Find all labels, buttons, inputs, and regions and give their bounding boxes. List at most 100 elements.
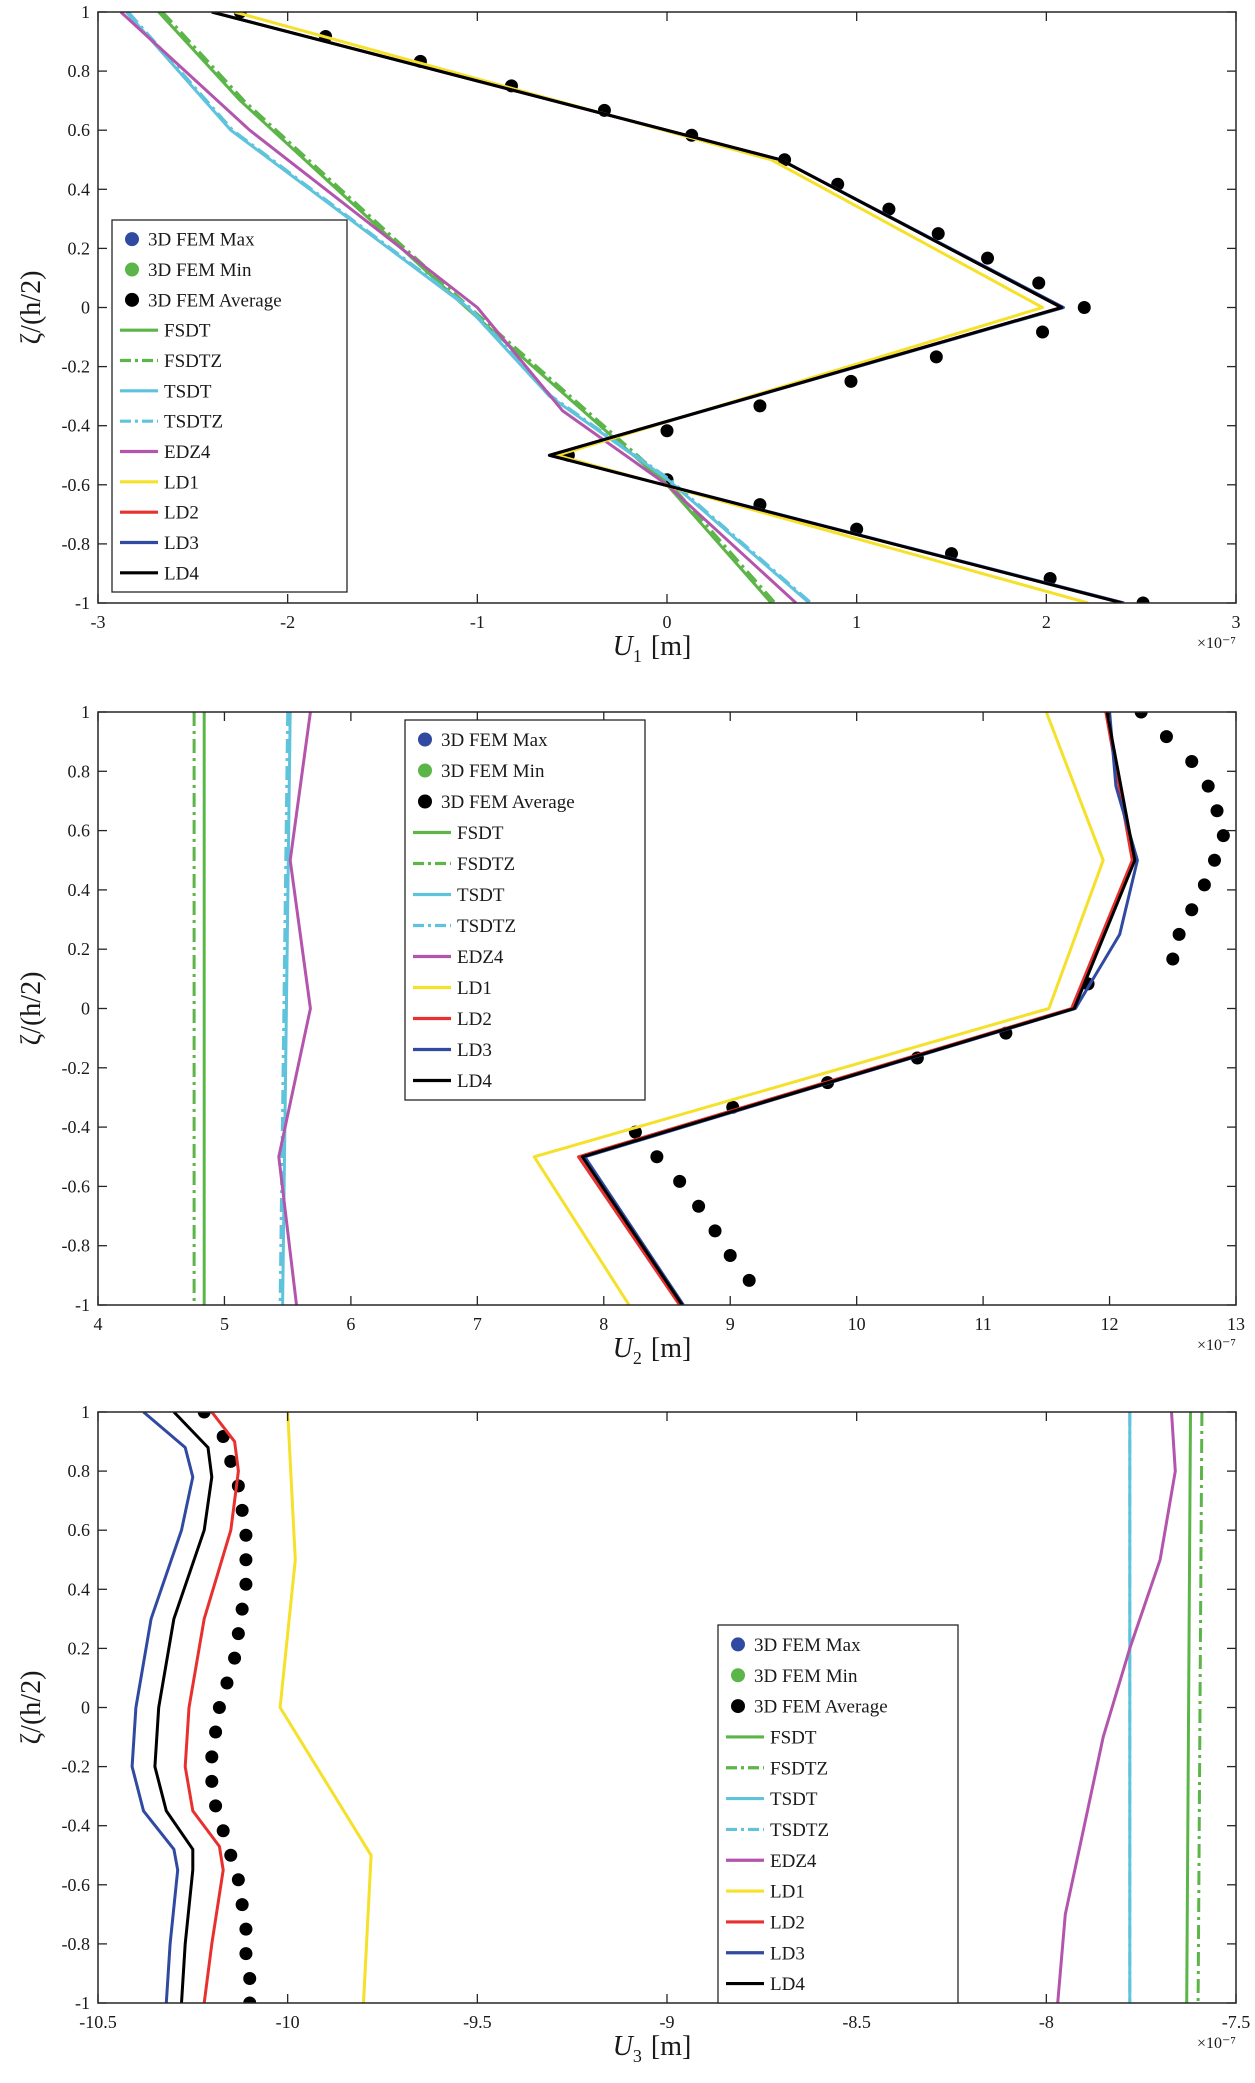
data-point — [231, 1627, 245, 1641]
legend-label: 3D FEM Average — [754, 1697, 888, 1718]
legend-label: EDZ4 — [164, 442, 211, 463]
x-tick-label: 7 — [473, 1314, 482, 1334]
series-line-fsdt — [1185, 1412, 1192, 2003]
series-line-tsdtz — [278, 712, 290, 1305]
legend-label: TSDTZ — [457, 916, 516, 937]
y-tick-label: -0.4 — [62, 1816, 91, 1836]
legend-item: 3D FEM Min — [125, 260, 252, 281]
x-tick-label: -9.5 — [463, 2012, 492, 2032]
legend-label: EDZ4 — [457, 947, 504, 968]
legend-marker — [418, 794, 432, 809]
x-tick-label: 12 — [1101, 1314, 1119, 1334]
x-axis-label: U3 [m] — [613, 2031, 692, 2066]
data-point — [239, 1577, 253, 1591]
x-tick-label: -7.5 — [1222, 2012, 1251, 2032]
legend-marker — [125, 232, 139, 247]
legend-item: EDZ4 — [120, 442, 211, 463]
plot-frame — [97, 711, 1237, 1306]
legend-item: LD3 — [120, 533, 199, 554]
legend-label: TSDT — [457, 885, 505, 906]
series-line-ld1 — [234, 12, 1089, 603]
data-point — [708, 1224, 722, 1238]
data-point — [1185, 903, 1199, 917]
series-line-fsdtz — [1196, 1412, 1204, 2003]
data-point — [235, 1602, 249, 1616]
legend-item: 3D FEM Max — [731, 1635, 861, 1656]
y-tick-label: -1 — [75, 593, 90, 613]
data-point — [1172, 927, 1186, 941]
data-point — [1197, 878, 1211, 892]
series-line-ld2 — [183, 1412, 240, 2003]
y-tick-label: 1 — [81, 1402, 90, 1422]
series-line-edz4 — [277, 712, 312, 1305]
y-tick-label: -0.2 — [62, 1757, 91, 1777]
legend-item: TSDTZ — [413, 916, 516, 937]
y-tick-label: 0.6 — [68, 120, 91, 140]
legend-label: TSDT — [164, 381, 212, 402]
legend-item: TSDTZ — [120, 412, 223, 433]
y-tick-label: 1 — [81, 2, 90, 22]
x-tick-label: -1 — [470, 612, 485, 632]
data-point — [220, 1676, 234, 1690]
data-point — [209, 1725, 223, 1739]
y-tick-label: 1 — [81, 702, 90, 722]
legend-item: 3D FEM Max — [125, 230, 255, 251]
legend-item: 3D FEM Average — [731, 1697, 888, 1718]
x-tick-label: -3 — [91, 612, 106, 632]
plot-area — [119, 12, 1150, 603]
legend-marker — [731, 1699, 745, 1714]
y-tick-label: -0.2 — [62, 357, 91, 377]
legend-item: FSDTZ — [413, 854, 515, 875]
data-point — [224, 1848, 238, 1862]
data-point — [929, 350, 943, 364]
x-tick-label: 6 — [346, 1314, 355, 1334]
legend-label: LD4 — [770, 1974, 805, 1995]
x-axis-label-unit: [m] — [651, 2031, 691, 2062]
legend-item: LD1 — [726, 1882, 805, 1903]
legend-label: 3D FEM Max — [754, 1635, 861, 1656]
y-tick-label: 0.6 — [68, 1520, 91, 1540]
x-exponent-label: ×10⁻⁷ — [1197, 2035, 1236, 2052]
legend-marker — [731, 1637, 745, 1652]
x-axis-label-symbol: U — [613, 631, 635, 662]
y-axis-label: ζ/(h/2) — [16, 972, 47, 1046]
series-line-ld1 — [532, 712, 1105, 1305]
x-axis-label-subscript: 1 — [633, 646, 642, 666]
data-point — [1036, 325, 1050, 339]
data-point — [209, 1799, 223, 1813]
legend-item: TSDT — [120, 381, 212, 402]
legend-marker — [731, 1668, 745, 1683]
x-tick-label: 0 — [663, 612, 672, 632]
x-axis-label-unit: [m] — [651, 631, 691, 662]
x-tick-label: 13 — [1227, 1314, 1245, 1334]
data-point — [1185, 755, 1199, 769]
data-point — [1166, 952, 1180, 966]
legend-marker — [125, 262, 139, 277]
x-tick-label: 1 — [852, 612, 861, 632]
series-line-ld3 — [130, 1412, 195, 2003]
legend-label: LD2 — [770, 1912, 805, 1933]
legend-item: LD1 — [413, 978, 492, 999]
data-point — [1134, 712, 1148, 719]
y-tick-label: 0 — [81, 298, 90, 318]
data-point — [844, 374, 858, 388]
y-tick-label: -0.6 — [62, 1176, 91, 1196]
legend-label: FSDT — [164, 321, 211, 342]
x-exponent-label: ×10⁻⁷ — [1197, 1337, 1236, 1354]
y-tick-label: 0.2 — [68, 1638, 91, 1658]
data-point — [1159, 730, 1173, 744]
y-tick-label: -1 — [75, 1993, 90, 2013]
x-axis-label-unit: [m] — [651, 1333, 691, 1364]
legend-item: LD2 — [413, 1009, 492, 1030]
legend-item: 3D FEM Average — [125, 290, 282, 311]
legend-item: LD3 — [726, 1943, 805, 1964]
series-line-ld4 — [580, 712, 1137, 1305]
y-tick-label: -0.8 — [62, 1236, 91, 1256]
legend-item: LD2 — [120, 503, 199, 524]
legend-label: LD3 — [457, 1040, 492, 1061]
legend-label: LD1 — [164, 472, 199, 493]
y-tick-label: 0.2 — [68, 939, 91, 959]
legend-label: 3D FEM Min — [441, 761, 545, 782]
data-point — [243, 1971, 257, 1985]
series-line-tsdt — [125, 12, 811, 603]
